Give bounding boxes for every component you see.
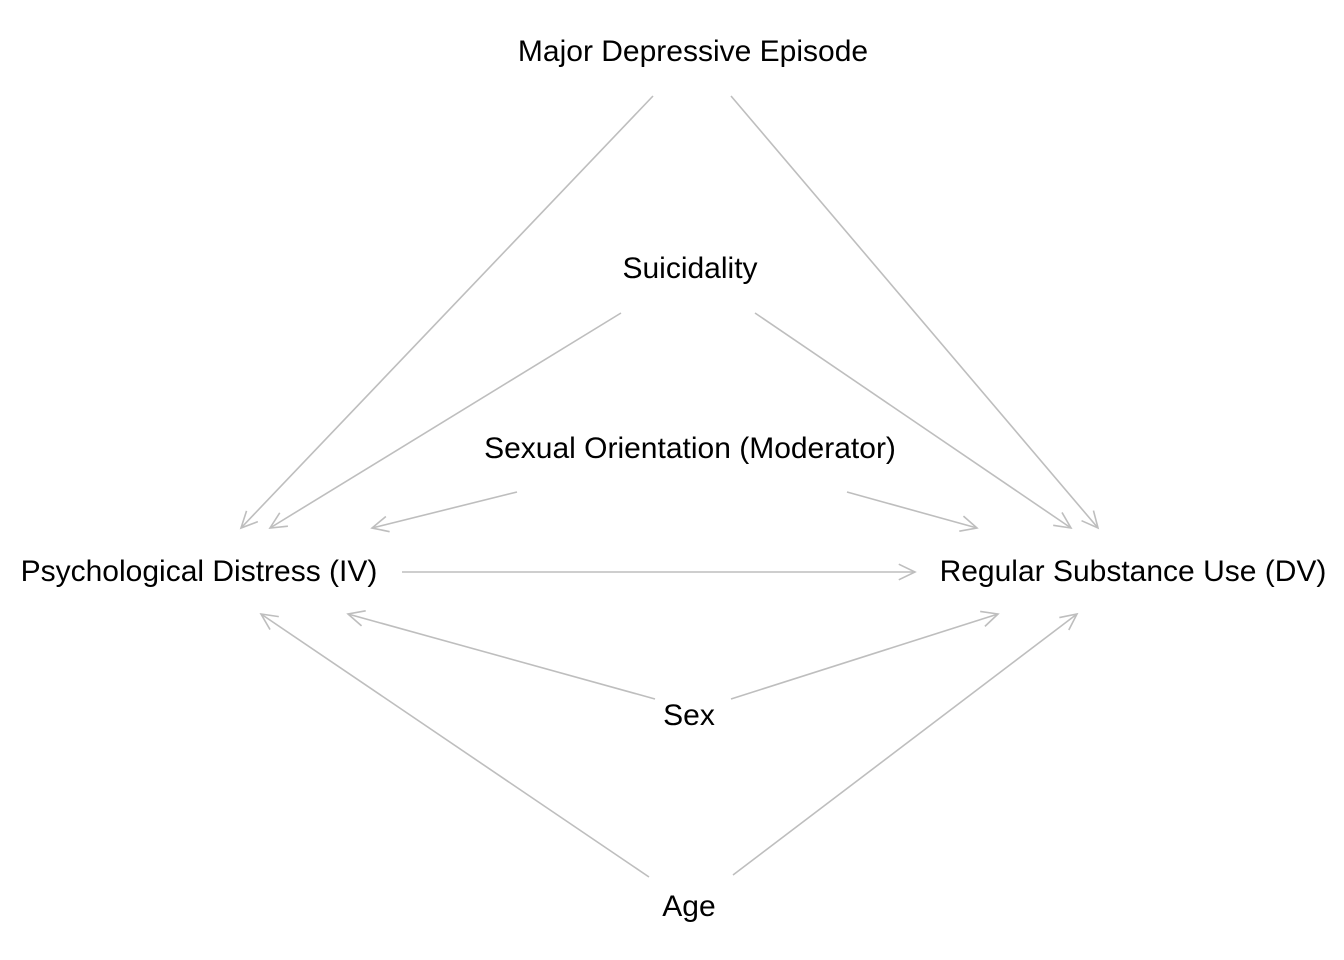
edge-major-depressive-episode-to-psychological-distress [239, 95, 654, 530]
edge-age-to-regular-substance-use [732, 612, 1079, 876]
node-suicidality: Suicidality [622, 252, 757, 285]
edge-line [732, 613, 1078, 876]
arrowhead-icon [259, 612, 279, 630]
node-psychological-distress: Psychological Distress (IV) [21, 555, 378, 588]
edge-line [754, 312, 1072, 529]
edge-sexual-orientation-to-psychological-distress [370, 491, 518, 533]
node-major-depressive-episode: Major Depressive Episode [518, 35, 868, 68]
edge-line [240, 95, 654, 529]
edge-major-depressive-episode-to-regular-substance-use [730, 95, 1100, 530]
arrowhead-icon [370, 515, 390, 533]
edge-line [730, 95, 1099, 529]
node-sexual-orientation: Sexual Orientation (Moderator) [484, 432, 896, 465]
edge-line [846, 491, 978, 529]
edge-line [347, 613, 656, 700]
nodes-layer: Major Depressive Episode Suicidality Sex… [21, 35, 1327, 923]
edge-suicidality-to-psychological-distress [268, 312, 622, 529]
arrowhead-icon [898, 563, 917, 581]
edge-sexual-orientation-to-regular-substance-use [846, 491, 979, 532]
node-regular-substance-use: Regular Substance Use (DV) [940, 555, 1327, 588]
arrowhead-icon [959, 515, 979, 532]
node-age: Age [662, 890, 715, 923]
node-sex: Sex [663, 699, 715, 732]
edges-layer [239, 95, 1100, 878]
arrowhead-icon [1081, 510, 1100, 530]
arrowhead-icon [346, 610, 366, 627]
arrowhead-icon [268, 512, 288, 529]
edge-psychological-distress-to-regular-substance-use [402, 563, 917, 581]
edge-sex-to-psychological-distress [346, 610, 656, 700]
edge-line [730, 613, 999, 700]
edge-line [260, 613, 650, 878]
edge-line [269, 312, 622, 529]
arrowhead-icon [980, 610, 1000, 627]
arrowhead-icon [1059, 612, 1079, 631]
arrowhead-icon [1053, 512, 1073, 530]
edge-age-to-psychological-distress [259, 612, 650, 878]
edge-line [371, 491, 518, 529]
edge-suicidality-to-regular-substance-use [754, 312, 1073, 530]
edge-sex-to-regular-substance-use [730, 610, 1000, 700]
arrowhead-icon [239, 510, 259, 530]
